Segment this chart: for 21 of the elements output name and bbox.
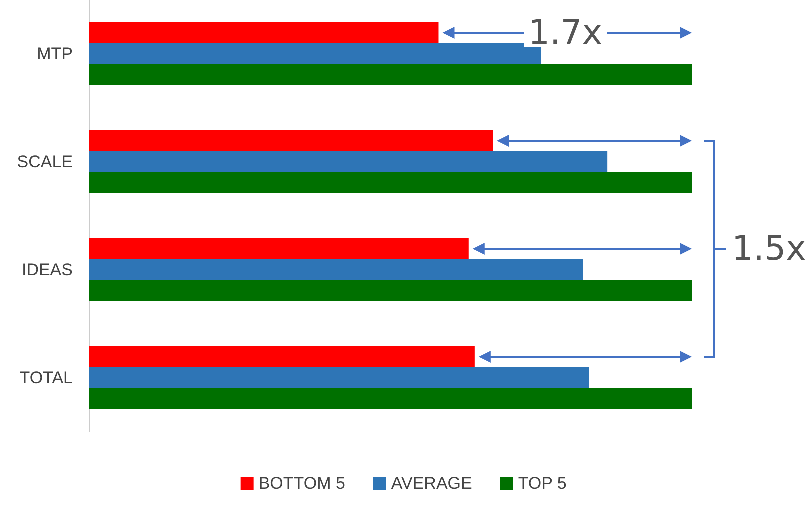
bar: [89, 152, 608, 172]
legend-label: BOTTOM 5: [258, 474, 346, 493]
bar: [89, 238, 469, 260]
y-tick-label: MTP: [37, 44, 73, 64]
bar: [89, 22, 439, 44]
annotation: 1.7x: [527, 13, 604, 53]
y-tick-label: SCALE: [17, 152, 73, 172]
legend-label: TOP 5: [518, 474, 567, 493]
bar: [89, 172, 692, 194]
bar: [89, 388, 692, 410]
bar: [89, 280, 692, 302]
bar: [89, 260, 584, 280]
bar: [89, 368, 590, 388]
y-tick-label: TOTAL: [20, 368, 73, 388]
bar: [89, 346, 475, 368]
bar: [89, 130, 494, 152]
bar: [89, 64, 692, 86]
y-tick-label: IDEAS: [22, 260, 73, 280]
bar: [89, 44, 542, 64]
legend-label: AVERAGE: [391, 474, 472, 493]
text: 1.5x: [731, 229, 808, 269]
